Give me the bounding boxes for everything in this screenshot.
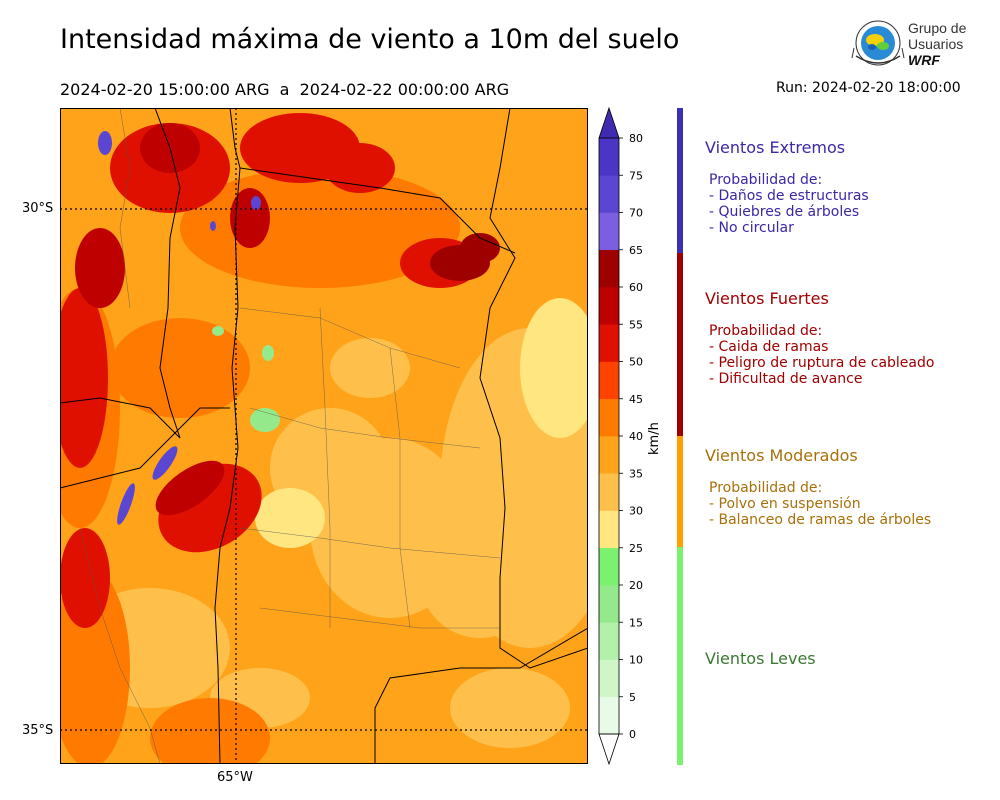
category-title-extremos: Vientos Extremos — [705, 138, 846, 157]
desc-line: - Quiebres de árboles — [709, 204, 860, 220]
colorbar-tick-label: 35 — [629, 467, 643, 480]
map-frame — [60, 108, 588, 764]
colorbar-band — [599, 138, 619, 176]
category-bar — [676, 108, 684, 765]
logo-text-line3: WRF — [908, 52, 940, 68]
category-bar-moderados — [677, 436, 683, 547]
desc-line: - Peligro de ruptura de cableado — [709, 355, 935, 371]
desc-line: - Dificultad de avance — [709, 371, 863, 387]
colorbar-band — [599, 622, 619, 660]
colorbar-tick-label: 70 — [629, 207, 643, 220]
colorbar-tick-label: 80 — [629, 132, 643, 145]
desc-line: - Polvo en suspensión — [709, 496, 861, 512]
colorbar-tick-label: 65 — [629, 244, 643, 257]
category-title-leves: Vientos Leves — [705, 649, 816, 668]
colorbar-tick-label: 60 — [629, 281, 643, 294]
colorbar-tick-label: 40 — [629, 430, 643, 443]
colorbar-band — [599, 585, 619, 623]
colorbar-band — [599, 510, 619, 549]
colorbar-tick-label: 50 — [629, 356, 643, 369]
colorbar-tick-label: 55 — [629, 318, 643, 331]
category-title-moderados: Vientos Moderados — [705, 446, 858, 465]
logo-text-line2: Usuarios — [908, 36, 963, 52]
colorbar-band — [599, 361, 619, 400]
wind-map — [60, 108, 588, 764]
colorbar-band — [599, 175, 619, 213]
desc-line: - Daños de estructuras — [709, 188, 869, 204]
wind-field-20-25 — [212, 326, 280, 432]
colorbar-band — [599, 212, 619, 251]
colorbar-band — [599, 324, 619, 362]
colorbar-max-extension — [598, 106, 620, 139]
logo-text-line1: Grupo de — [908, 20, 967, 36]
category-title-fuertes: Vientos Fuertes — [705, 289, 829, 308]
province-borders — [60, 108, 588, 764]
colorbar-band — [599, 696, 619, 735]
desc-line: Probabilidad de: — [709, 172, 823, 188]
category-desc-moderados: Probabilidad de: - Polvo en suspensión -… — [709, 480, 931, 528]
forecast-period: 2024-02-20 15:00:00 ARG a 2024-02-22 00:… — [60, 80, 510, 99]
run-time: Run: 2024-02-20 18:00:00 — [776, 80, 961, 96]
desc-line: - Balanceo de ramas de árboles — [709, 512, 932, 528]
colorbar-band — [599, 287, 619, 325]
wind-field-65-plus — [98, 131, 261, 525]
category-bar-fuertes — [677, 253, 683, 436]
lon-label-65w: 65°W — [217, 770, 253, 785]
colorbar-min-extension — [598, 733, 620, 766]
colorbar-tick-label: 45 — [629, 393, 643, 406]
colorbar-band — [599, 249, 619, 288]
colorbar-tick-label: 15 — [629, 616, 643, 629]
desc-line: - No circular — [709, 220, 794, 236]
grupo-usuarios-wrf-logo: Grupo de Usuarios WRF — [848, 18, 973, 72]
colorbar-tick-label: 0 — [629, 728, 636, 741]
lat-label-35s: 35°S — [22, 723, 54, 738]
department-borders — [79, 108, 501, 764]
graticule — [60, 108, 588, 764]
colorbar-tick-label: 5 — [629, 691, 636, 704]
lat-label-30s: 30°S — [22, 201, 54, 216]
colorbar-tick-label: 20 — [629, 579, 643, 592]
desc-line: Probabilidad de: — [709, 480, 823, 496]
desc-line: - Caida de ramas — [709, 339, 829, 355]
category-bar-extremos — [677, 108, 683, 253]
wind-field-30-35 — [70, 298, 588, 748]
globe-icon — [851, 20, 905, 66]
colorbar-unit: km/h — [647, 422, 662, 455]
colorbar-tick-label: 30 — [629, 505, 643, 518]
category-bar-leves — [677, 547, 683, 765]
category-desc-extremos: Probabilidad de: - Daños de estructuras … — [709, 172, 869, 236]
colorbar-band — [599, 398, 619, 437]
colorbar-band — [599, 473, 619, 511]
category-desc-fuertes: Probabilidad de: - Caida de ramas - Peli… — [709, 323, 934, 387]
colorbar-tick-label: 75 — [629, 169, 643, 182]
desc-line: Probabilidad de: — [709, 323, 823, 339]
colorbar-band — [599, 659, 619, 698]
chart-title: Intensidad máxima de viento a 10m del su… — [60, 24, 680, 55]
colorbar-tick-label: 25 — [629, 542, 643, 555]
colorbar: 0 5 10 15 20 25 30 35 40 45 50 55 60 65 70 75 80 — [596, 104, 666, 769]
colorbar-tick-label: 10 — [629, 654, 643, 667]
colorbar-band — [599, 436, 619, 474]
colorbar-band — [599, 547, 619, 586]
